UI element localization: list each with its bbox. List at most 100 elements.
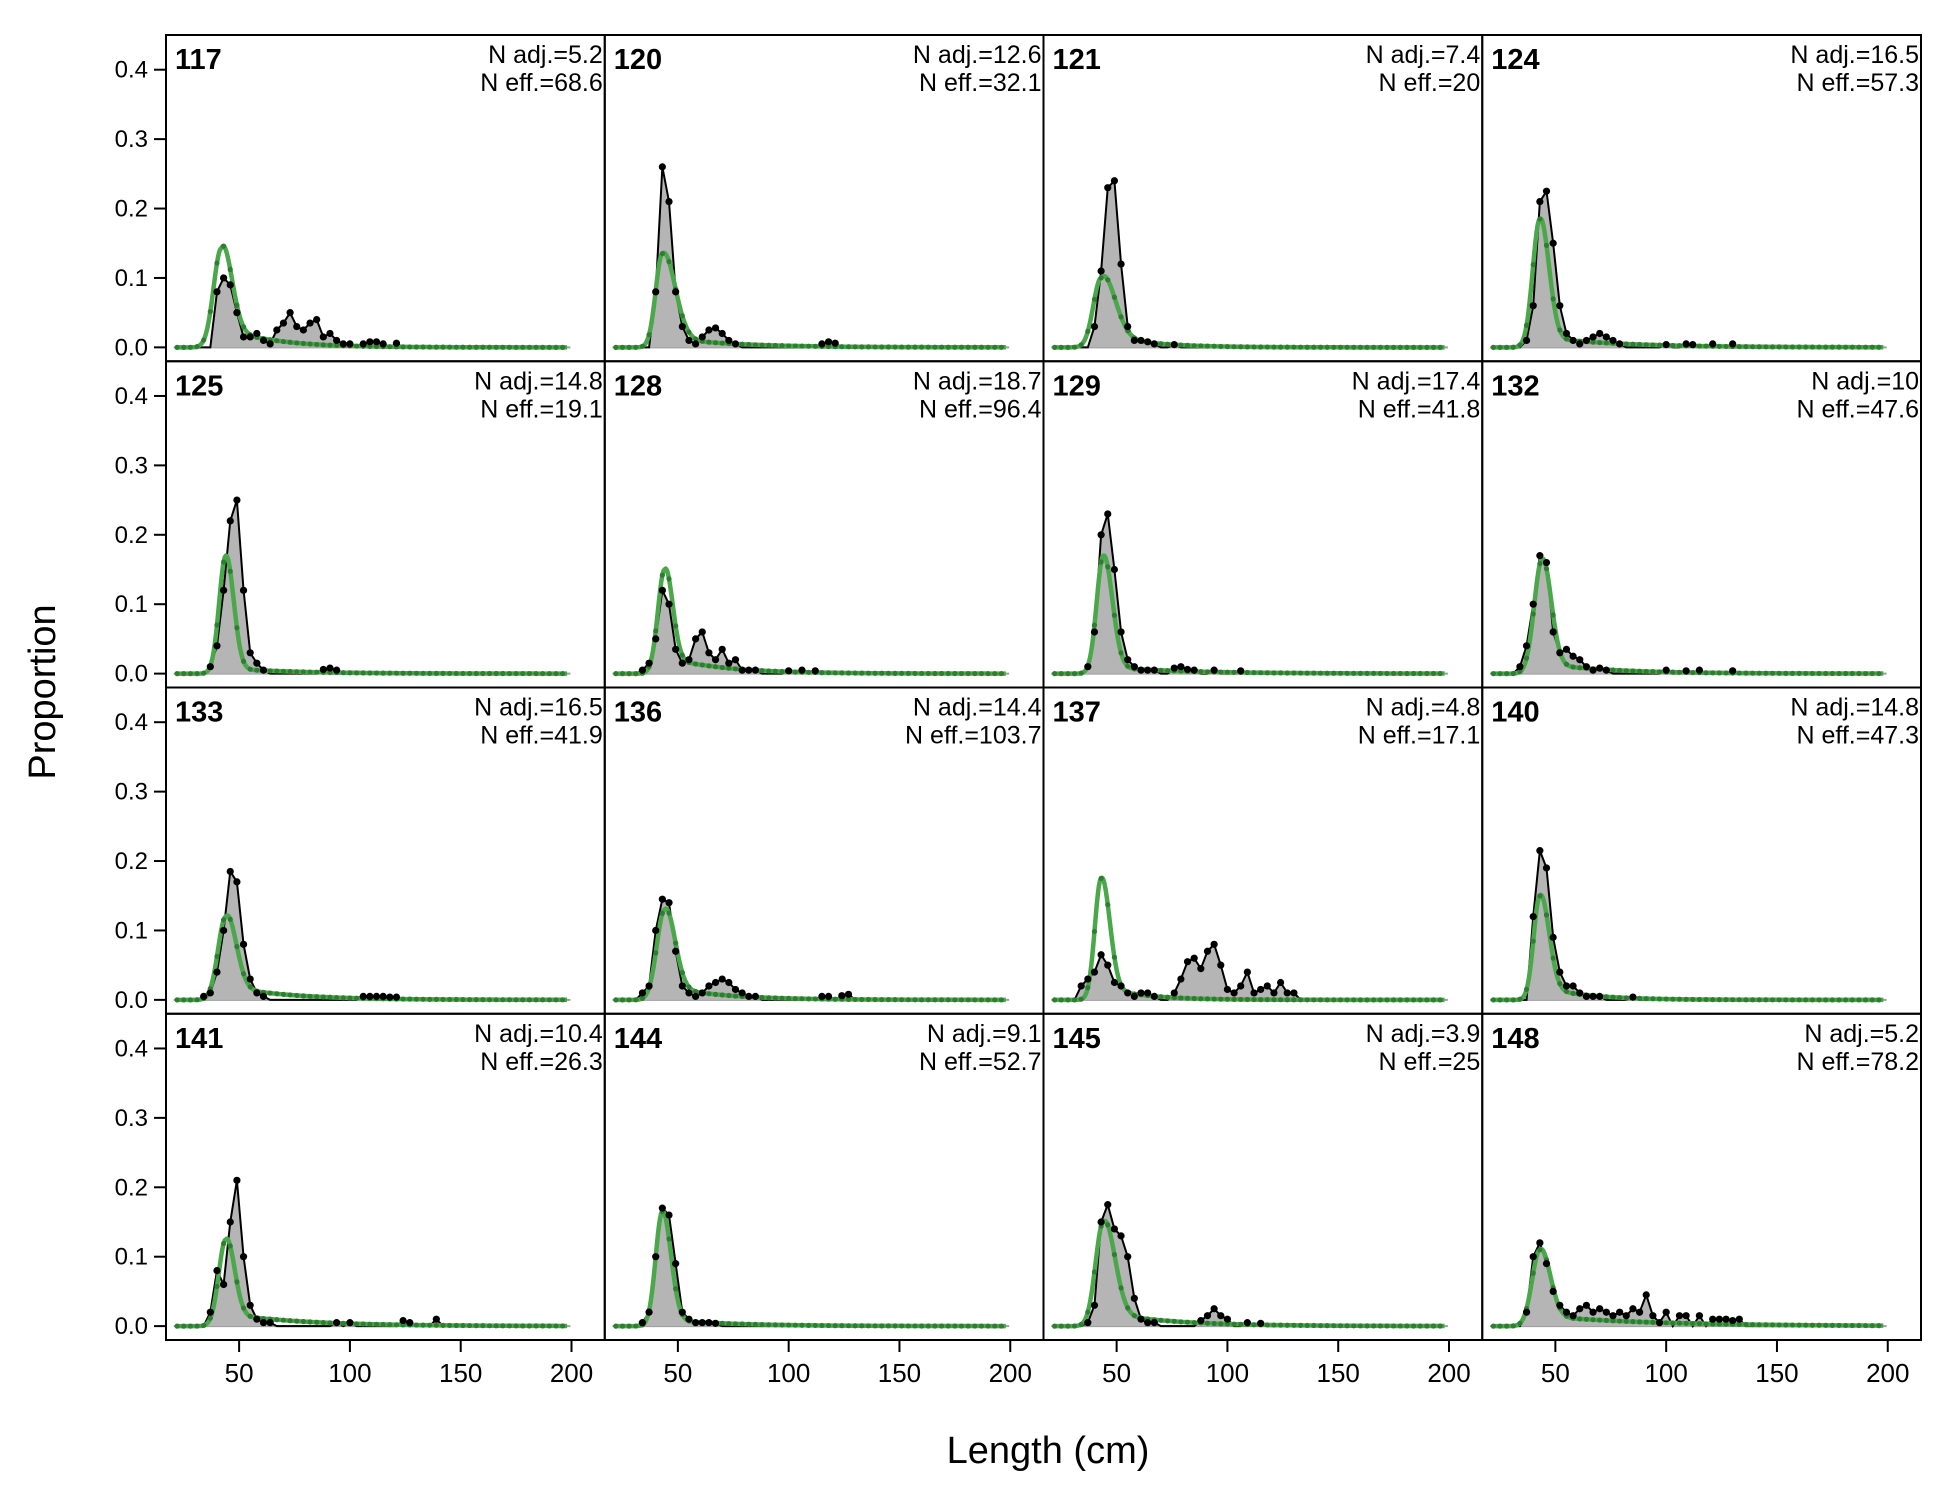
expected-point	[978, 1323, 985, 1329]
expected-point	[553, 1323, 559, 1329]
panel-148: 148 N adj.=5.2N eff.=78.2	[1481, 1012, 1922, 1341]
expected-point	[1497, 671, 1503, 677]
expected-point	[1371, 997, 1377, 1003]
expected-point	[1617, 1318, 1623, 1324]
observed-point	[220, 586, 228, 594]
expected-point	[1736, 670, 1742, 676]
observed-point	[259, 992, 268, 1001]
expected-point	[1204, 1320, 1211, 1326]
expected-point	[832, 996, 838, 1002]
expected-point	[865, 344, 872, 350]
expected-point	[766, 995, 772, 1001]
expected-point	[1796, 1322, 1802, 1328]
expected-point	[726, 1320, 732, 1327]
expected-point	[899, 997, 905, 1003]
observed-point	[711, 324, 720, 332]
expected-point	[852, 1323, 858, 1329]
expected-point	[845, 996, 852, 1002]
expected-point	[1085, 1309, 1091, 1315]
expected-point	[1384, 344, 1390, 350]
expected-point	[639, 343, 646, 349]
expected-point	[500, 344, 506, 350]
panel-title: 136	[614, 697, 662, 729]
observed-point	[379, 340, 387, 348]
expected-point	[1231, 669, 1237, 675]
observed-point	[1576, 340, 1584, 348]
expected-point	[885, 670, 891, 676]
expected-point	[1776, 997, 1782, 1003]
y-tick-label: 0.2	[115, 1174, 148, 1201]
expected-point	[666, 910, 672, 916]
expected-point	[1783, 997, 1789, 1003]
expected-point	[187, 344, 193, 350]
expected-point	[1650, 342, 1656, 348]
expected-point	[201, 670, 207, 676]
expected-point	[373, 1321, 380, 1327]
observed-point	[1144, 338, 1152, 346]
expected-point	[1118, 650, 1124, 656]
observed-point	[1243, 968, 1251, 976]
expected-point	[1171, 995, 1177, 1001]
expected-point	[1258, 670, 1264, 676]
expected-point	[905, 997, 911, 1003]
expected-point	[879, 996, 885, 1003]
panel-144: 144 N adj.=9.1N eff.=52.7	[603, 1012, 1045, 1341]
observed-point	[1283, 989, 1291, 997]
expected-point	[194, 997, 200, 1003]
observed-point	[645, 1308, 653, 1316]
observed-point	[1582, 1301, 1590, 1309]
expected-point	[1224, 343, 1231, 350]
expected-point	[952, 344, 958, 350]
expected-point	[1317, 1322, 1324, 1329]
x-tick-label: 50	[225, 1358, 254, 1388]
expected-point	[1763, 670, 1769, 676]
observed-point	[1516, 663, 1524, 671]
expected-point	[1105, 1222, 1111, 1228]
expected-point	[1271, 1322, 1277, 1328]
expected-point	[440, 670, 446, 677]
observed-point	[359, 992, 367, 1001]
n-adj-label: N adj.=12.6	[913, 41, 1042, 69]
expected-point	[1769, 344, 1776, 350]
panel-124: 124 N adj.=16.5N eff.=57.3	[1481, 34, 1922, 363]
expected-point	[712, 340, 719, 346]
expected-point	[865, 670, 872, 676]
expected-point	[679, 652, 685, 658]
observed-point	[638, 989, 647, 997]
expected-point	[221, 1240, 227, 1247]
expected-point	[373, 343, 380, 350]
observed-point	[1223, 1315, 1232, 1323]
y-tick-label: 0.4	[115, 383, 148, 410]
expected-point	[1670, 1320, 1676, 1326]
expected-point	[719, 1320, 725, 1326]
observed-point	[1642, 1291, 1650, 1299]
expected-point	[1291, 997, 1297, 1003]
expected-point	[1191, 995, 1197, 1002]
observed-point	[725, 336, 733, 345]
expected-point	[1098, 275, 1104, 281]
expected-point	[493, 344, 499, 350]
n-adj-label: N adj.=16.5	[1790, 41, 1919, 69]
expected-point	[1164, 1318, 1171, 1324]
y-tick-label: 0.1	[115, 265, 148, 292]
expected-point	[1397, 344, 1403, 350]
observed-point	[206, 1308, 214, 1316]
observed-point	[1124, 322, 1132, 331]
expected-point	[493, 670, 499, 677]
expected-point	[480, 1323, 486, 1329]
expected-point	[779, 668, 785, 675]
expected-point	[1058, 1323, 1064, 1329]
y-tick-label: 0.3	[115, 779, 148, 806]
expected-point	[560, 344, 566, 350]
expected-point	[666, 1236, 672, 1242]
observed-point	[1729, 667, 1737, 675]
n-adj-label: N adj.=17.4	[1352, 367, 1481, 395]
expected-point	[1364, 670, 1370, 676]
expected-point	[1803, 997, 1809, 1003]
expected-point	[1597, 1317, 1603, 1323]
observed-point	[1715, 1315, 1723, 1323]
expected-point	[1849, 1322, 1855, 1329]
y-tick-label: 0.0	[115, 987, 148, 1014]
expected-point	[1656, 342, 1663, 348]
expected-point	[327, 1320, 333, 1326]
